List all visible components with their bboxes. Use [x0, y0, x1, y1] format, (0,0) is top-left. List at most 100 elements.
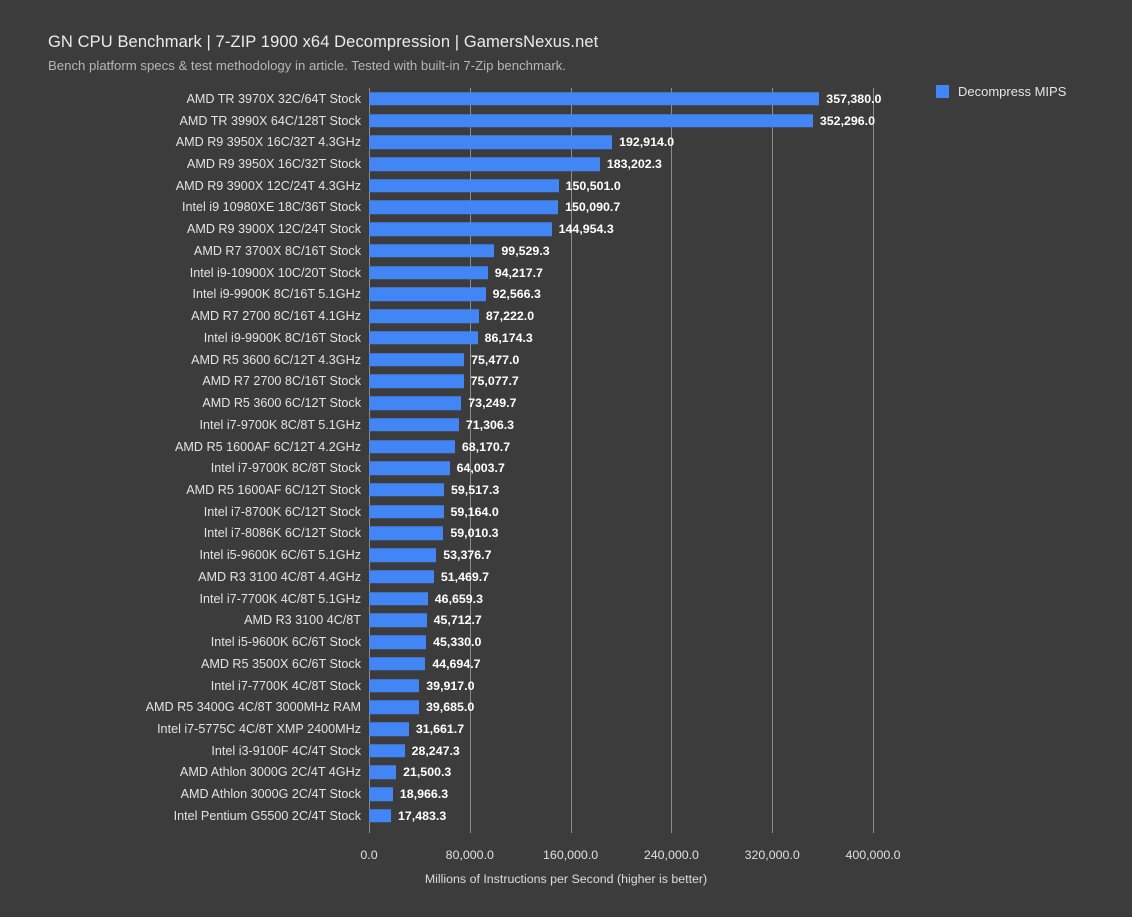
chart-bar[interactable]: [369, 287, 486, 302]
category-label: Intel i9-9900K 8C/16T 5.1GHz: [192, 287, 361, 302]
x-tick-label: 160,000.0: [543, 848, 599, 862]
category-label: Intel i7-9700K 8C/8T Stock: [210, 461, 361, 476]
bar-value-label: 64,003.7: [456, 461, 505, 476]
bar-value-label: 18,966.3: [399, 787, 449, 802]
category-label: Intel i3-9100F 4C/4T Stock: [211, 743, 361, 758]
x-tick-label: 320,000.0: [744, 848, 800, 862]
chart-row: AMD R7 2700 8C/16T 4.1GHz 87,222.0: [0, 305, 1132, 327]
chart-row: AMD R7 3700X 8C/16T Stock 99,529.3: [0, 240, 1132, 262]
chart-row: AMD R3 3100 4C/8T 4.4GHz 51,469.7: [0, 566, 1132, 588]
category-label: AMD R9 3950X 16C/32T 4.3GHz: [175, 135, 361, 150]
chart-bar[interactable]: [369, 613, 427, 628]
category-label: Intel Pentium G5500 2C/4T Stock: [173, 808, 361, 823]
category-label: Intel i7-5775C 4C/8T XMP 2400MHz: [157, 722, 361, 736]
chart-bar[interactable]: [369, 483, 444, 497]
x-tick-mark: [671, 826, 673, 833]
chart-row: AMD TR 3990X 64C/128T Stock 352,296.0: [0, 110, 1132, 132]
chart-bar[interactable]: [369, 809, 392, 823]
chart-bar[interactable]: [369, 439, 455, 454]
chart-bar[interactable]: [369, 265, 488, 280]
category-label: AMD R5 3500X 6C/6T Stock: [200, 656, 361, 671]
bar-value-label: 71,306.3: [465, 417, 515, 432]
chart-bar[interactable]: [369, 135, 613, 150]
chart-bar[interactable]: [369, 504, 444, 519]
category-label: AMD R7 2700 8C/16T 4.1GHz: [191, 309, 361, 324]
bar-value-label: 59,517.3: [450, 482, 500, 497]
bar-value-label: 53,376.7: [443, 548, 492, 563]
chart-row: Intel i5-9600K 6C/6T Stock 45,330.0: [0, 631, 1132, 653]
category-label: Intel i7-7700K 4C/8T 5.1GHz: [199, 591, 361, 606]
chart-bar[interactable]: [369, 418, 459, 432]
x-tick-label: 0.0: [360, 848, 378, 862]
chart-row: Intel i7-8700K 6C/12T Stock 59,164.0: [0, 501, 1132, 523]
bar-value-label: 68,170.7: [461, 439, 511, 454]
chart-bar[interactable]: [369, 591, 428, 606]
chart-bar[interactable]: [369, 548, 437, 562]
chart-row: AMD R3 3100 4C/8T 45,712.7: [0, 610, 1132, 632]
chart-bar[interactable]: [369, 678, 420, 693]
bar-value-label: 44,694.7: [432, 656, 481, 671]
chart-row: Intel i9-9900K 8C/16T Stock 86,174.3: [0, 327, 1132, 349]
category-label: AMD TR 3970X 32C/64T Stock: [186, 91, 361, 106]
x-tick-mark: [369, 826, 370, 833]
chart-bar[interactable]: [369, 92, 820, 106]
chart-bar[interactable]: [369, 200, 559, 215]
chart-bar[interactable]: [369, 157, 600, 171]
chart-subtitle: Bench platform specs & test methodology …: [48, 58, 566, 73]
x-axis-title: Millions of Instructions per Second (hig…: [424, 872, 708, 886]
chart-row: AMD Athlon 3000G 2C/4T Stock 18,966.3: [0, 783, 1132, 805]
x-gridline: [570, 88, 572, 827]
chart-bar[interactable]: [369, 309, 479, 323]
legend-swatch-icon: [936, 85, 949, 98]
chart-row: Intel i9-10900X 10C/20T Stock 94,217.7: [0, 262, 1132, 284]
page-title: GN CPU Benchmark | 7-ZIP 1900 x64 Decomp…: [48, 33, 599, 51]
chart-row: AMD R7 2700 8C/16T Stock 75,077.7: [0, 370, 1132, 392]
chart-row: Intel i7-9700K 8C/8T Stock 64,003.7: [0, 457, 1132, 479]
chart-bar[interactable]: [369, 570, 434, 584]
chart-row: AMD R9 3950X 16C/32T 4.3GHz 192,914.0: [0, 131, 1132, 153]
bar-value-label: 144,954.3: [558, 222, 614, 237]
bar-value-label: 75,477.0: [471, 352, 520, 367]
category-label: Intel i7-8700K 6C/12T Stock: [203, 504, 361, 519]
chart-bar[interactable]: [369, 700, 419, 715]
chart-bar[interactable]: [369, 722, 409, 736]
x-tick-mark: [469, 826, 471, 833]
bar-value-label: 46,659.3: [434, 591, 484, 606]
chart-bar[interactable]: [369, 787, 393, 801]
chart-bar[interactable]: [369, 657, 426, 671]
chart-row: AMD R5 1600AF 6C/12T Stock 59,517.3: [0, 479, 1132, 501]
category-label: AMD R9 3900X 12C/24T 4.3GHz: [175, 178, 361, 193]
bar-value-label: 92,566.3: [492, 287, 541, 302]
chart-bar[interactable]: [369, 352, 465, 367]
chart-bar[interactable]: [369, 113, 813, 128]
chart-bar[interactable]: [369, 635, 427, 649]
x-gridline: [469, 88, 471, 827]
category-label: AMD R3 3100 4C/8T: [244, 613, 361, 628]
x-tick-label: 400,000.0: [845, 848, 901, 862]
chart-row: Intel i7-5775C 4C/8T XMP 2400MHz 31,661.7: [0, 718, 1132, 740]
bar-value-label: 45,330.0: [433, 635, 482, 650]
chart-row: Intel Pentium G5500 2C/4T Stock 17,483.3: [0, 805, 1132, 827]
chart-bar[interactable]: [369, 374, 464, 389]
chart-bar[interactable]: [369, 244, 495, 258]
chart-bar[interactable]: [369, 396, 462, 410]
chart-bar[interactable]: [369, 331, 478, 345]
chart-row: AMD R5 3600 6C/12T Stock 73,249.7: [0, 392, 1132, 414]
chart-bar[interactable]: [369, 765, 397, 780]
chart-row: AMD R5 3400G 4C/8T 3000MHz RAM 39,685.0: [0, 696, 1132, 718]
bar-value-label: 192,914.0: [619, 135, 675, 150]
chart-row: AMD R5 1600AF 6C/12T 4.2GHz 68,170.7: [0, 436, 1132, 458]
category-label: AMD TR 3990X 64C/128T Stock: [179, 113, 361, 128]
chart-bar[interactable]: [369, 461, 450, 475]
chart-bar[interactable]: [369, 179, 559, 193]
category-label: Intel i9 10980XE 18C/36T Stock: [182, 200, 361, 215]
chart-bar[interactable]: [369, 526, 444, 541]
chart-row: Intel i7-9700K 8C/8T 5.1GHz 71,306.3: [0, 414, 1132, 436]
chart-row: AMD Athlon 3000G 2C/4T 4GHz 21,500.3: [0, 762, 1132, 784]
category-label: Intel i5-9600K 6C/6T Stock: [210, 635, 361, 650]
bar-value-label: 51,469.7: [440, 569, 490, 584]
chart-bar[interactable]: [369, 743, 405, 758]
chart-row: AMD R5 3600 6C/12T 4.3GHz 75,477.0: [0, 349, 1132, 371]
x-gridline: [873, 88, 874, 827]
chart-bar[interactable]: [369, 222, 552, 236]
